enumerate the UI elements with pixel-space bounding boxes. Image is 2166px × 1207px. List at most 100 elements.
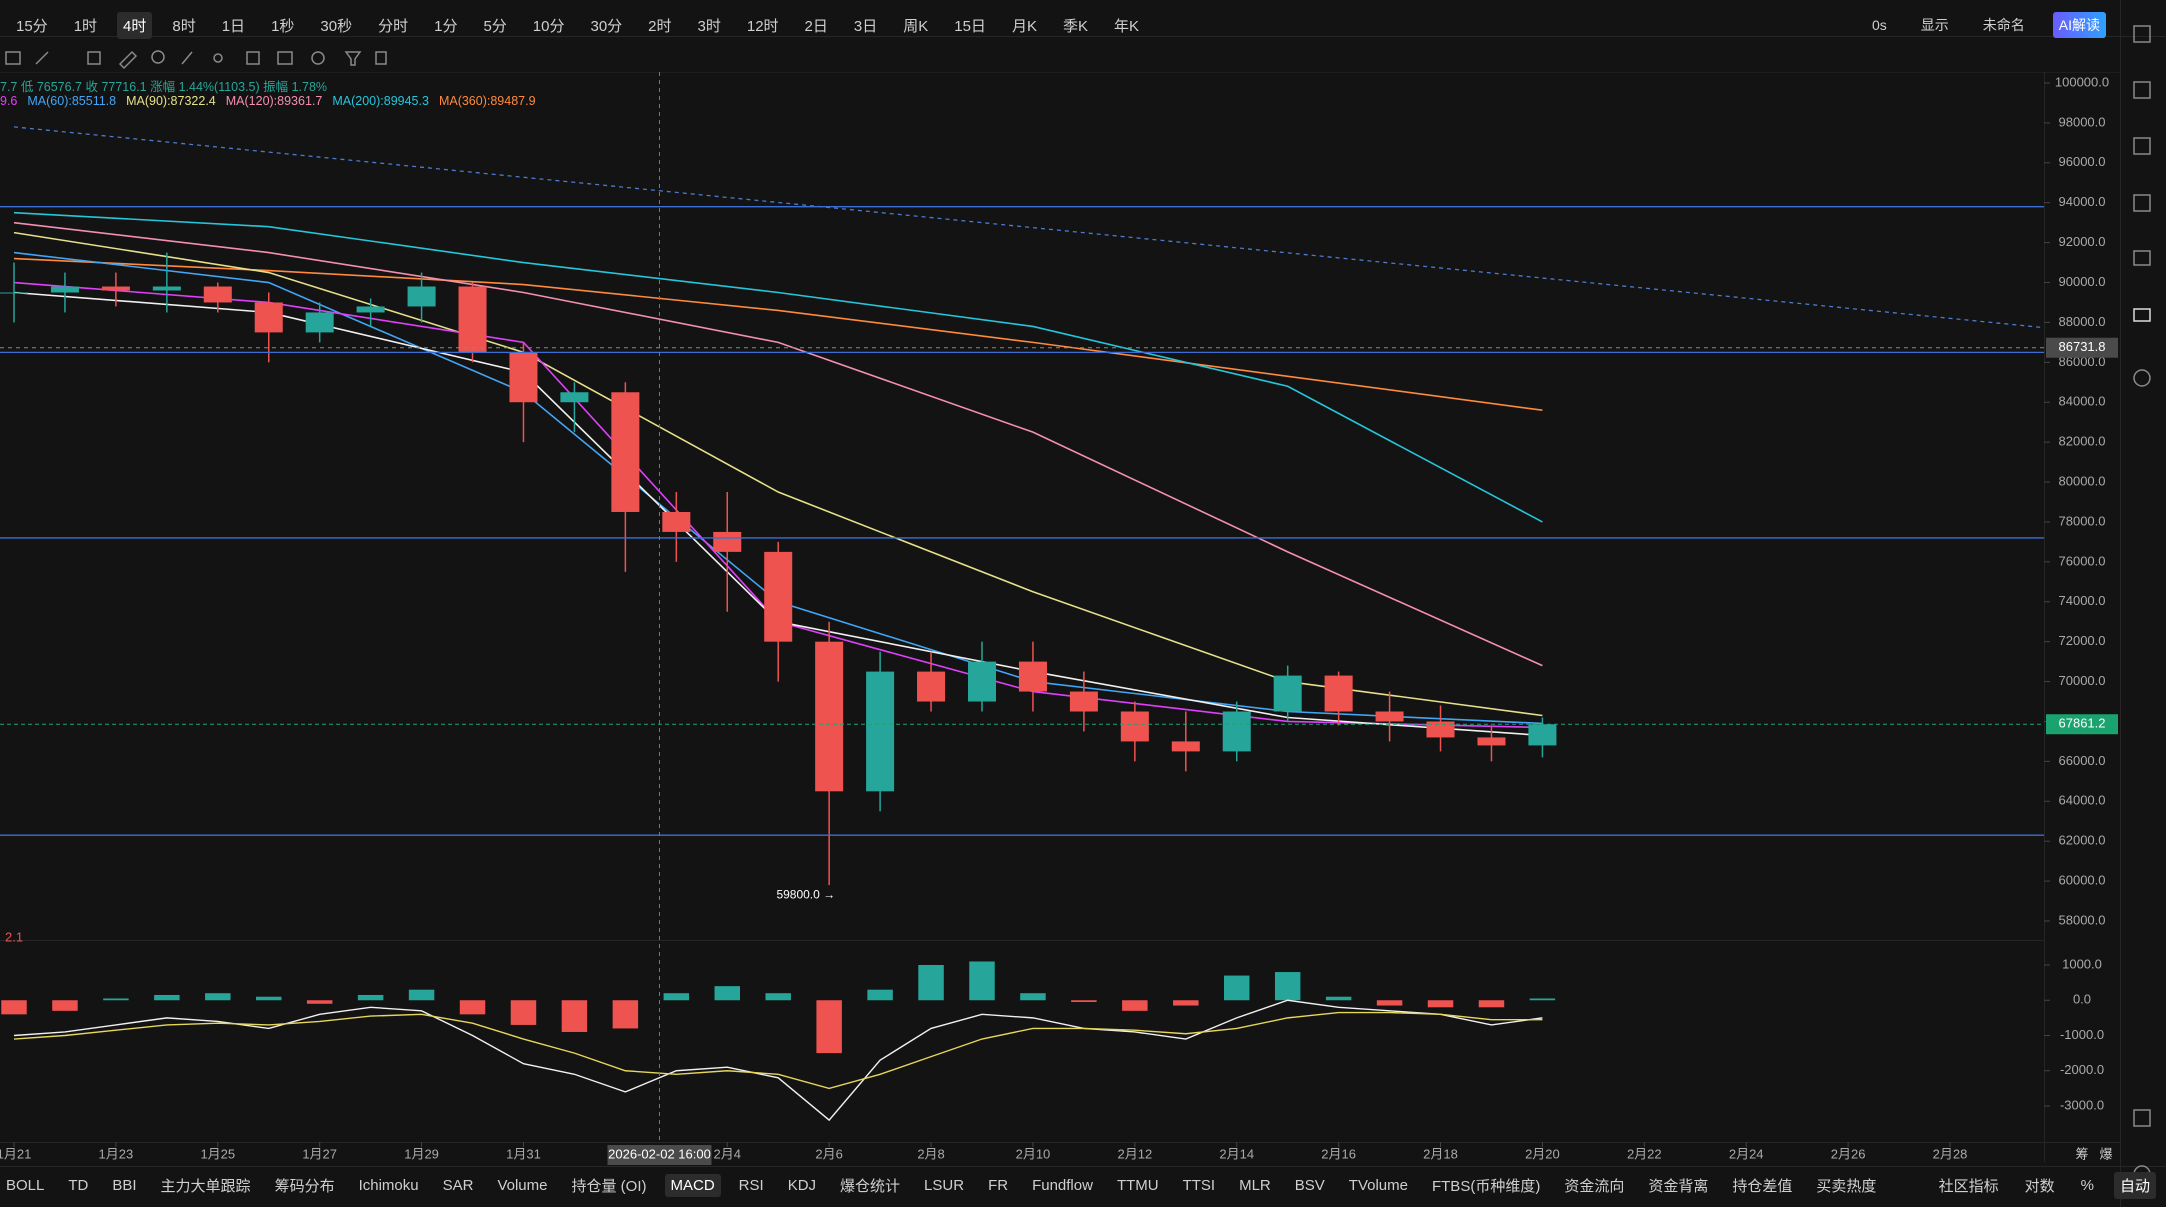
tool-icon[interactable]	[277, 51, 293, 65]
interval-tab[interactable]: 30分	[590, 17, 623, 35]
interval-tab[interactable]: 月K	[1011, 17, 1037, 35]
indicator-tab[interactable]: TVolume	[1348, 1176, 1408, 1194]
indicator-tab[interactable]: 筹码分布	[274, 1177, 335, 1195]
sidebar-icon[interactable]	[2133, 137, 2151, 155]
interval-tab[interactable]: 季K	[1062, 17, 1088, 35]
indicator-tab[interactable]: BSV	[1294, 1176, 1325, 1194]
tool-icon[interactable]	[181, 51, 193, 65]
macd-bar	[154, 994, 180, 1001]
interval-tab[interactable]: 10分	[532, 17, 565, 35]
indicator-option[interactable]: 自动	[2113, 1171, 2156, 1199]
indicator-option[interactable]: 对数	[2024, 1177, 2055, 1195]
interval-tab[interactable]: 周K	[903, 17, 929, 35]
indicator-tab[interactable]: 爆仓统计	[840, 1177, 901, 1195]
macd-bar	[1173, 1000, 1199, 1006]
tool-icon[interactable]	[35, 51, 49, 65]
indicator-tab[interactable]: Volume	[497, 1176, 548, 1194]
x-tick-label: 2月6	[815, 1146, 842, 1161]
tool-icon[interactable]	[375, 51, 387, 65]
sidebar-icon[interactable]	[2133, 1109, 2151, 1127]
interval-tab[interactable]: 2日	[804, 17, 828, 35]
sidebar-icon[interactable]	[2133, 369, 2151, 387]
tool-button[interactable]: 显示	[1920, 17, 1949, 33]
y-tick-label: 0.0	[2073, 992, 2091, 1007]
sidebar-icon[interactable]	[2133, 308, 2151, 322]
tool-button[interactable]: AI解读	[2052, 12, 2106, 38]
interval-bar: 15分 1时 4时 8时 1日 1秒 30秒 分时 1分 5分 10分 30分 2时 3时 12时 2日 3日 周…	[10, 0, 1145, 50]
interval-tab[interactable]: 3日	[853, 17, 878, 35]
sidebar-icon[interactable]	[2133, 81, 2151, 99]
indicator-option[interactable]: %	[2080, 1176, 2094, 1194]
interval-tab[interactable]: 15分	[16, 17, 48, 35]
indicator-tab[interactable]: 资金流向	[1564, 1177, 1625, 1195]
macd-bar	[561, 1000, 588, 1032]
tool-button[interactable]: 0s	[1871, 17, 1887, 33]
indicator-tab[interactable]: 持仓量 (OI)	[571, 1177, 647, 1195]
axis-corner[interactable]: 筹	[2075, 1146, 2088, 1161]
indicator-tab[interactable]: Ichimoku	[358, 1176, 419, 1194]
tool-icon[interactable]	[87, 51, 101, 65]
interval-tab[interactable]: 2时	[648, 17, 672, 35]
tool-icon[interactable]	[246, 51, 260, 65]
tool-icon[interactable]	[213, 53, 223, 63]
tool-icon[interactable]	[311, 51, 325, 65]
y-tick-label: -1000.0	[2060, 1027, 2104, 1042]
indicator-tab[interactable]: SAR	[442, 1176, 474, 1194]
indicator-tab[interactable]: Fundflow	[1032, 1176, 1093, 1194]
indicator-tab[interactable]: MLR	[1239, 1176, 1271, 1194]
sidebar-icon[interactable]	[2133, 194, 2151, 212]
y-tick-label: 100000.0	[2055, 74, 2109, 89]
sidebar-icon[interactable]	[2133, 250, 2151, 266]
interval-tab[interactable]: 4时	[117, 11, 153, 39]
interval-tab[interactable]: 5分	[483, 17, 507, 35]
interval-tab[interactable]: 15日	[954, 17, 986, 35]
candle-body	[713, 531, 742, 552]
indicator-tab[interactable]: TTSI	[1182, 1176, 1216, 1194]
interval-tab[interactable]: 1日	[221, 17, 246, 35]
plot	[0, 126, 2044, 1122]
indicator-tab[interactable]: 持仓差值	[1732, 1177, 1793, 1195]
indicator-tab[interactable]: BOLL	[6, 1176, 45, 1194]
sidebar-icon[interactable]	[2133, 25, 2151, 43]
candle-body	[1375, 711, 1404, 722]
indicator-tab[interactable]: 资金背离	[1648, 1177, 1709, 1195]
macd-bar	[612, 1000, 639, 1029]
interval-tab[interactable]: 8时	[172, 17, 196, 35]
interval-tab[interactable]: 1分	[434, 17, 458, 35]
y-tick-label: 84000.0	[2059, 394, 2106, 409]
indicator-option[interactable]: 社区指标	[1938, 1177, 1999, 1195]
interval-tab[interactable]: 1秒	[271, 17, 295, 35]
interval-tab[interactable]: 12时	[746, 17, 779, 35]
interval-tab[interactable]: 3时	[697, 17, 721, 35]
interval-tab[interactable]: 分时	[378, 17, 409, 35]
y-tick-label: 70000.0	[2059, 673, 2106, 688]
x-tick-label: 2月16	[1321, 1146, 1356, 1161]
indicator-tab[interactable]: LSUR	[924, 1176, 965, 1194]
indicator-tab[interactable]: 买卖热度	[1816, 1177, 1877, 1195]
indicator-tab[interactable]: TTMU	[1116, 1176, 1159, 1194]
tool-icon[interactable]	[5, 51, 21, 65]
candle-body	[1222, 711, 1251, 752]
interval-tab[interactable]: 年K	[1113, 17, 1139, 35]
indicator-tab[interactable]: RSI	[738, 1176, 764, 1194]
crosshair-price-label: 86731.8	[2059, 339, 2106, 354]
indicator-tab[interactable]: FR	[988, 1176, 1009, 1194]
macd-bar	[1071, 1000, 1097, 1003]
tool-icon[interactable]	[151, 50, 165, 64]
tool-button[interactable]: 未命名	[1982, 17, 2025, 33]
indicator-tab[interactable]: BBI	[112, 1176, 137, 1194]
interval-tab[interactable]: 1时	[73, 17, 98, 35]
axis-corner[interactable]: 爆	[2099, 1146, 2112, 1161]
indicator-tab[interactable]: TD	[68, 1176, 89, 1194]
indicator-tab[interactable]: 主力大单跟踪	[160, 1177, 251, 1195]
interval-tab[interactable]: 30秒	[320, 17, 353, 35]
indicator-tab[interactable]: FTBS(币种维度)	[1431, 1177, 1541, 1195]
macd-bar	[1224, 975, 1250, 1001]
tool-icon[interactable]	[344, 51, 362, 66]
tool-icon[interactable]	[118, 50, 138, 70]
divider	[0, 1166, 2166, 1167]
indicator-tab[interactable]: KDJ	[787, 1176, 817, 1194]
indicator-tab[interactable]: MACD	[664, 1173, 721, 1197]
y-tick-label: 92000.0	[2059, 234, 2106, 249]
